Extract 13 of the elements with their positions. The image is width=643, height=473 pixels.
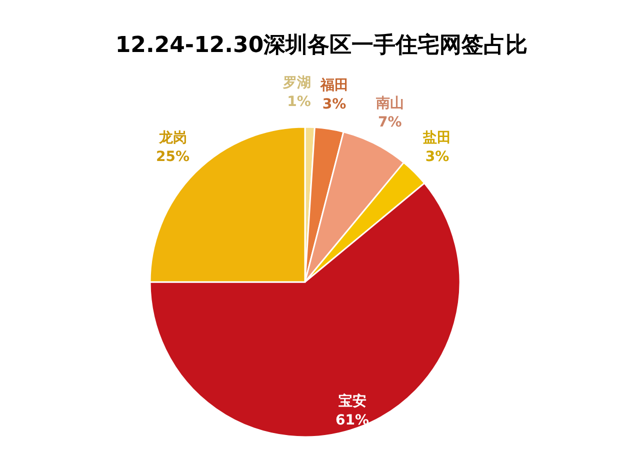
data-label: 7% xyxy=(378,114,402,130)
slice-label: 福田 xyxy=(319,76,348,94)
data-label: 61% xyxy=(335,412,370,428)
slice-label: 罗湖 xyxy=(282,75,311,92)
data-label: 1% xyxy=(287,94,311,110)
slice-label: 龙岗 xyxy=(158,130,187,146)
chart-title: 12.24-12.30深圳各区一手住宅网签占比 xyxy=(115,32,528,58)
slice-label: 盐田 xyxy=(422,130,452,146)
slice-label: 南山 xyxy=(374,95,404,112)
data-label: 3% xyxy=(425,148,450,165)
data-label: 3% xyxy=(322,96,346,112)
data-label: 25% xyxy=(156,148,190,165)
slice-label: 宝安 xyxy=(338,392,366,410)
